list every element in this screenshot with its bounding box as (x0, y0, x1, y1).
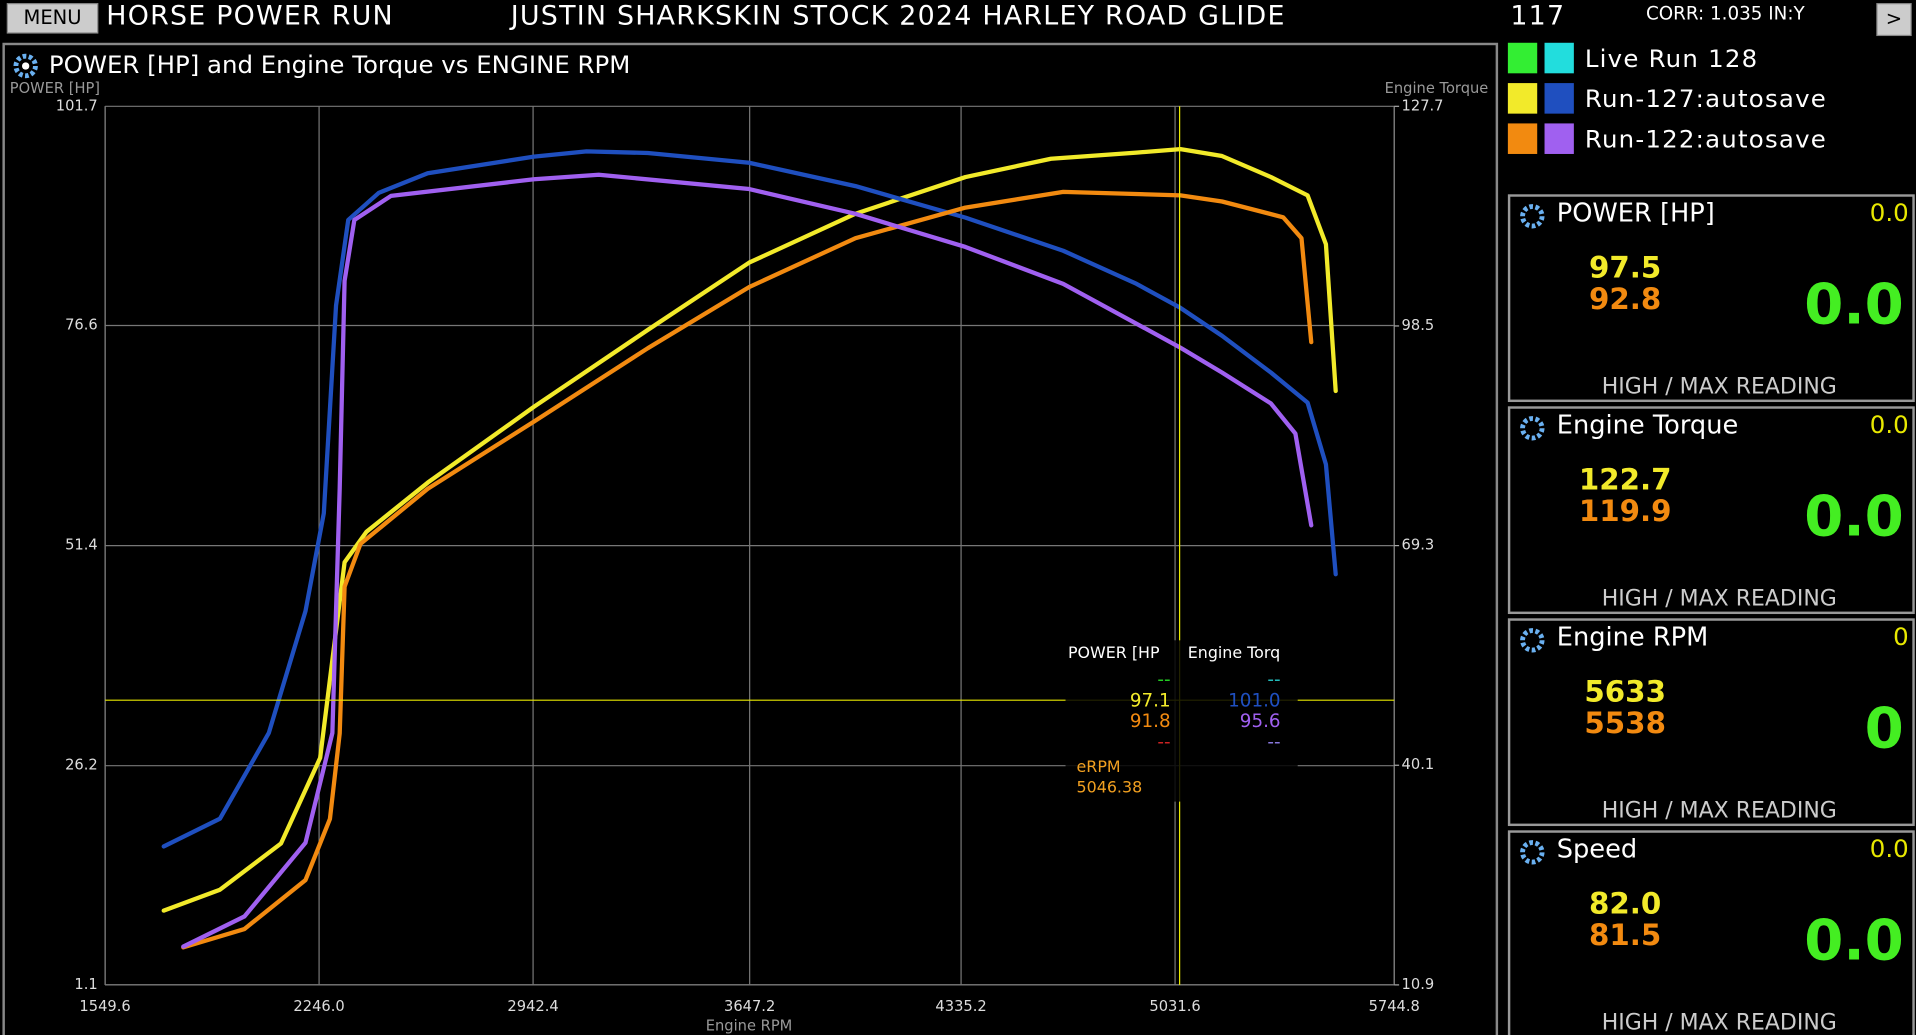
cursor-readout: POWER [HP Engine Torq-- --97.1 101.091.8 95.… (1065, 640, 1298, 802)
legend: Live Run 128 Run-127:autosave Run-122:auto… (1507, 42, 1827, 154)
gauge-panel (1507, 194, 1915, 403)
gauge-title: Engine RPM (1557, 622, 1709, 652)
y2-tick-label: 10.9 (1402, 976, 1435, 993)
gauge-panel (1507, 406, 1915, 615)
gauge-current: 0.0 (1870, 198, 1909, 227)
gauge-high-a: 5633 (1584, 674, 1666, 708)
y-tick-label: 26.2 (65, 757, 98, 774)
readout-value: -- (1157, 670, 1170, 691)
gauge-footer: HIGH / MAX READING (1602, 374, 1837, 399)
readout-value: -- (1267, 670, 1280, 691)
gauge-current: 0 (1893, 622, 1909, 651)
chart-frame (2, 42, 1499, 1035)
menu-button[interactable] (6, 3, 99, 34)
gauge-high-b: 5538 (1584, 706, 1666, 740)
readout-header: Engine Torq (1188, 643, 1280, 662)
readout-value: -- (1267, 732, 1280, 753)
y2-tick-label: 40.1 (1402, 756, 1435, 773)
y-tick-label: 76.6 (65, 317, 98, 334)
gauge-settings-icon[interactable] (1520, 628, 1545, 653)
gauge-high-a: 122.7 (1579, 462, 1672, 496)
x-axis-label: Engine RPM (706, 1017, 793, 1034)
gauge-footer: HIGH / MAX READING (1602, 798, 1837, 823)
x-tick-label: 2942.4 (507, 998, 558, 1015)
readout-x-label: eRPM (1077, 757, 1121, 776)
readout-header: POWER [HP (1068, 643, 1160, 662)
gauge-current: 0.0 (1870, 834, 1909, 863)
gauge-footer: HIGH / MAX READING (1602, 1010, 1837, 1035)
menu-label[interactable]: MENU (23, 6, 81, 29)
x-tick-label: 2246.0 (293, 998, 344, 1015)
gauge-title: POWER [HP] (1557, 198, 1715, 228)
y2-axis-label: Engine Torque (1385, 80, 1489, 97)
y2-tick-label: 69.3 (1402, 537, 1435, 554)
y2-tick-label: 127.7 (1402, 97, 1444, 114)
gauge-high-b: 92.8 (1589, 282, 1661, 316)
series-line (181, 172, 1314, 949)
y-tick-label: 1.1 (74, 976, 97, 993)
gauge-high-b: 81.5 (1589, 918, 1661, 952)
next-label[interactable]: > (1886, 7, 1902, 30)
gauge-current: 0.0 (1870, 410, 1909, 439)
gauges: POWER [HP] 0.0 97.592.8 0.0 HIGH / MAX READI… (1507, 194, 1915, 1035)
gauge-panel (1507, 830, 1915, 1035)
readout-box (1065, 640, 1298, 802)
gauge-panel (1507, 618, 1915, 827)
mode-title: HORSE POWER RUN (106, 1, 394, 32)
legend-label: Live Run 128 (1585, 44, 1759, 73)
gauge-high-a: 82.0 (1589, 886, 1661, 920)
chart-title: POWER [HP] and Engine Torque vs ENGINE R… (49, 50, 630, 79)
gauge-high-b: 119.9 (1579, 494, 1672, 528)
x-tick-label: 1549.6 (79, 998, 130, 1015)
gauge-title: Speed (1557, 834, 1637, 864)
legend-swatch (1544, 123, 1574, 154)
y-tick-label: 51.4 (65, 537, 98, 554)
y-axis-label: POWER [HP] (10, 80, 100, 97)
legend-label: Run-127:autosave (1585, 84, 1827, 113)
series-line (161, 146, 1338, 913)
gauge-live: 0.0 (1804, 485, 1904, 550)
legend-label: Run-122:autosave (1585, 125, 1827, 154)
gauge-live: 0.0 (1804, 273, 1904, 338)
y2-tick-label: 98.5 (1402, 317, 1435, 334)
run-number: 117 (1510, 1, 1565, 32)
legend-swatch (1507, 83, 1538, 114)
vehicle-title: JUSTIN SHARKSKIN STOCK 2024 HARLEY ROAD … (509, 1, 1286, 32)
readout-value: 95.6 (1240, 711, 1281, 732)
series-line (181, 189, 1314, 950)
correction: CORR: 1.035 IN:Y (1646, 4, 1806, 25)
x-tick-label: 5744.8 (1369, 998, 1420, 1015)
gauge-title: Engine Torque (1557, 410, 1739, 440)
gauge-settings-icon[interactable] (1520, 204, 1545, 229)
legend-swatch (1544, 42, 1574, 74)
readout-value: -- (1157, 732, 1170, 753)
legend-swatch (1507, 42, 1538, 74)
readout-value: 97.1 (1130, 690, 1171, 711)
gauge-settings-icon[interactable] (1520, 840, 1545, 865)
gauge-high-a: 97.5 (1589, 250, 1661, 284)
x-tick-label: 5031.6 (1149, 998, 1200, 1015)
gauge-settings-icon[interactable] (1520, 416, 1545, 441)
gauge-footer: HIGH / MAX READING (1602, 586, 1837, 611)
settings-icon-center (21, 62, 30, 70)
gauge-live: 0.0 (1804, 909, 1904, 974)
x-tick-label: 4335.2 (935, 998, 986, 1015)
next-button[interactable] (1876, 3, 1912, 37)
legend-swatch (1507, 123, 1538, 154)
gauge-live: 0 (1865, 697, 1904, 762)
legend-swatch (1544, 83, 1574, 114)
readout-value: 101.0 (1228, 690, 1280, 711)
series-line (161, 149, 1338, 849)
y-tick-label: 101.7 (56, 97, 98, 114)
x-tick-label: 3647.2 (724, 998, 775, 1015)
readout-x-value: 5046.38 (1077, 778, 1143, 797)
readout-value: 91.8 (1130, 711, 1171, 732)
